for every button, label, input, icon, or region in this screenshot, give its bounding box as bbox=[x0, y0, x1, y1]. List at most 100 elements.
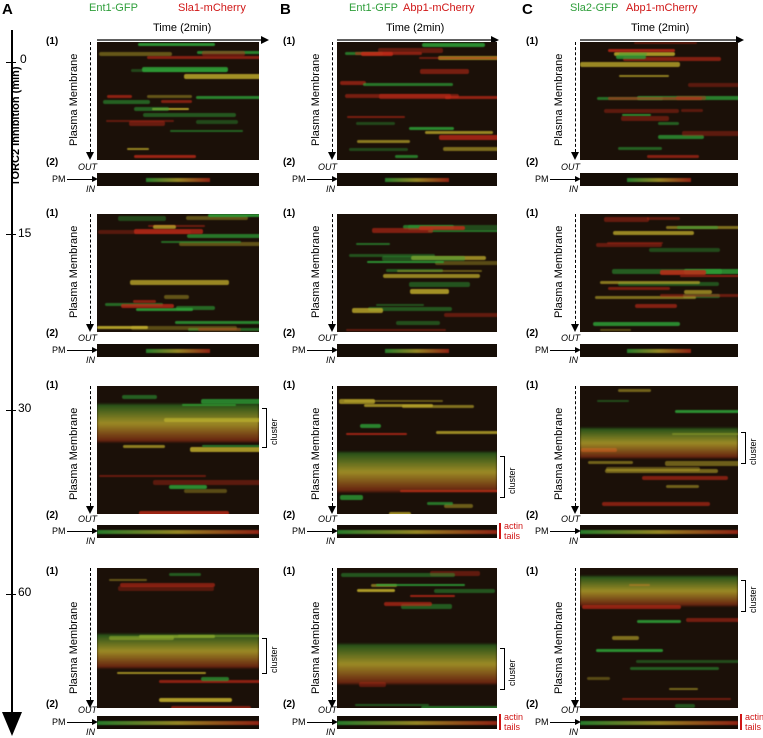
out-label: OUT bbox=[78, 705, 97, 715]
kymograph-streak bbox=[340, 573, 456, 577]
kymograph-streak bbox=[408, 282, 471, 288]
kymograph-streak bbox=[170, 705, 251, 708]
pm-short-label: PM bbox=[52, 717, 66, 727]
kymograph-streak bbox=[133, 299, 157, 304]
kymograph-streak bbox=[202, 444, 259, 448]
kymograph-streak bbox=[660, 270, 707, 276]
kymograph-streak bbox=[146, 95, 193, 98]
cluster-label: cluster bbox=[269, 418, 279, 445]
in-label: IN bbox=[569, 727, 578, 737]
plasma-membrane-arrow bbox=[575, 214, 576, 324]
kymograph-streak bbox=[658, 122, 680, 126]
kymograph-streak bbox=[601, 502, 711, 507]
membrane-strip-image bbox=[337, 173, 497, 186]
plasma-membrane-arrowhead bbox=[86, 152, 94, 160]
strip-signal bbox=[627, 348, 691, 353]
cluster-label: cluster bbox=[269, 646, 279, 673]
kymograph-streak bbox=[665, 484, 699, 489]
strip-signal bbox=[145, 348, 211, 353]
cluster-band bbox=[337, 452, 497, 492]
out-label: OUT bbox=[561, 333, 580, 343]
kymograph-streak bbox=[437, 56, 497, 60]
kymograph-image bbox=[97, 386, 259, 514]
kymograph-streak bbox=[636, 659, 738, 663]
pm-arrowhead bbox=[92, 347, 98, 353]
kymograph-streak bbox=[160, 99, 192, 103]
plasma-membrane-label: Plasma Membrane bbox=[310, 601, 322, 694]
kymograph-streak bbox=[597, 399, 629, 403]
kymograph-streak bbox=[161, 240, 241, 244]
sub-label-2: (2) bbox=[46, 699, 59, 710]
membrane-strip-image bbox=[97, 344, 259, 357]
kymograph-streak bbox=[102, 100, 151, 104]
pm-arrowhead bbox=[332, 176, 338, 182]
kymograph-streak bbox=[164, 295, 189, 300]
in-label: IN bbox=[569, 184, 578, 194]
kymograph-image bbox=[580, 214, 738, 332]
kymograph-streak bbox=[184, 489, 227, 493]
kymograph-streak bbox=[680, 274, 738, 277]
pm-short-label: PM bbox=[52, 174, 66, 184]
kymograph-streak bbox=[153, 224, 176, 229]
kymograph-streak bbox=[619, 52, 647, 55]
kymograph-streak bbox=[396, 321, 441, 325]
pm-short-label: PM bbox=[535, 526, 549, 536]
kymograph-streak bbox=[622, 698, 732, 701]
kymograph-streak bbox=[688, 82, 738, 87]
kymograph-streak bbox=[131, 326, 238, 330]
membrane-strip-image bbox=[337, 344, 497, 357]
kymograph-streak bbox=[647, 155, 699, 159]
sub-label-2: (2) bbox=[526, 699, 539, 710]
kymograph-streak bbox=[676, 225, 718, 229]
kymograph-streak bbox=[375, 583, 465, 586]
kymograph-streak bbox=[142, 113, 237, 118]
kymograph-streak bbox=[430, 571, 480, 576]
kymograph-streak bbox=[658, 135, 705, 139]
kymograph-streak bbox=[612, 636, 639, 641]
pm-arrow-line bbox=[307, 531, 333, 532]
kymograph-image bbox=[337, 214, 497, 332]
kymograph-streak bbox=[348, 254, 435, 257]
cluster-bracket bbox=[500, 456, 505, 498]
cluster-bracket bbox=[262, 638, 267, 674]
plasma-membrane-arrowhead bbox=[328, 324, 336, 332]
sub-label-1: (1) bbox=[283, 36, 296, 47]
pm-arrowhead bbox=[332, 528, 338, 534]
kymograph-streak bbox=[435, 430, 497, 434]
panel-c-green-label: Sla2-GFP bbox=[570, 2, 619, 14]
membrane-strip-image bbox=[580, 344, 738, 357]
plasma-membrane-arrowhead bbox=[328, 152, 336, 160]
plasma-membrane-arrow bbox=[90, 386, 91, 506]
cluster-label: cluster bbox=[507, 467, 517, 494]
time-axis-label-a: Time (2min) bbox=[153, 22, 212, 34]
pm-short-label: PM bbox=[535, 345, 549, 355]
plasma-membrane-label: Plasma Membrane bbox=[553, 53, 565, 146]
kymograph-streak bbox=[596, 649, 664, 653]
plasma-membrane-arrowhead bbox=[328, 700, 336, 708]
kymograph-streak bbox=[599, 329, 632, 332]
plasma-membrane-label: Plasma Membrane bbox=[310, 225, 322, 318]
kymograph-streak bbox=[195, 119, 238, 125]
sub-label-2: (2) bbox=[526, 510, 539, 521]
plasma-membrane-label: Plasma Membrane bbox=[553, 601, 565, 694]
kymograph-image bbox=[97, 568, 259, 708]
kymograph-streak bbox=[664, 461, 738, 466]
tick-30 bbox=[6, 410, 16, 411]
kymograph-streak bbox=[383, 602, 433, 607]
pm-short-label: PM bbox=[292, 174, 306, 184]
time-axis-label-b: Time (2min) bbox=[386, 22, 445, 34]
strip-signal bbox=[97, 529, 259, 534]
kymograph-streak bbox=[198, 328, 241, 331]
kymograph-streak bbox=[201, 399, 259, 404]
kymograph-streak bbox=[681, 109, 703, 113]
out-label: OUT bbox=[78, 514, 97, 524]
actin-tail-marker bbox=[499, 714, 501, 730]
kymograph-streak bbox=[345, 93, 459, 98]
kymograph-streak bbox=[636, 620, 682, 624]
cluster-bracket bbox=[500, 648, 505, 690]
kymograph-image bbox=[97, 42, 259, 160]
pm-arrow-line bbox=[550, 531, 576, 532]
strip-signal bbox=[337, 720, 497, 725]
kymograph-streak bbox=[117, 216, 167, 222]
plasma-membrane-arrowhead bbox=[328, 506, 336, 514]
